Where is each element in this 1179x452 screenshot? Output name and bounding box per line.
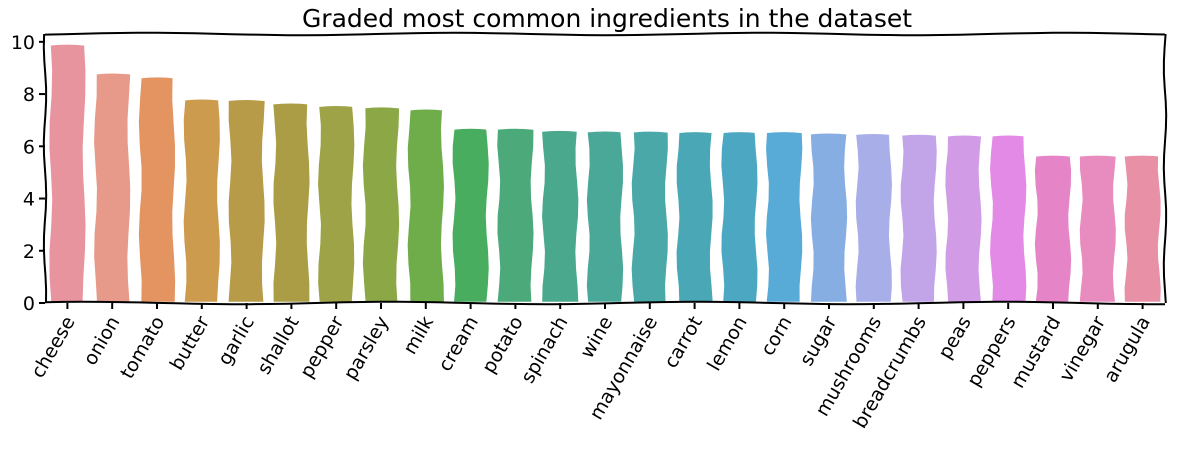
bar-mayonnaise [629,129,671,305]
bar-lemon [718,129,760,305]
bar-peas [942,133,985,305]
bar-potato [494,126,537,305]
bar-cream [450,126,492,305]
y-tick-label: 8 [23,84,35,106]
category-label: corn [757,313,797,360]
category-label: onion [79,313,124,370]
bar-tomato [136,74,178,305]
y-tick-label: 10 [11,32,35,54]
category-label: cream [434,313,483,376]
bar-peppers [987,133,1029,305]
bar-pepper [315,103,357,305]
category-label: milk [399,313,438,359]
bar-arugula [1121,153,1164,305]
category-label: potato [478,313,528,378]
category-label: sugar [796,312,842,369]
bars-layer [46,42,1164,305]
bar-wine [584,128,626,305]
category-label: carrot [660,313,707,373]
bar-shallot [270,100,313,305]
chart-title: Graded most common ingredients in the da… [302,4,912,33]
bar-sugar [808,130,850,305]
y-tick-label: 2 [23,241,35,263]
plot-frame [42,31,1168,306]
category-label: tomato [116,313,169,383]
bar-parsley [360,104,402,305]
bar-garlic [225,97,268,305]
bar-cheese [46,42,89,305]
y-axis: 0 2 4 6 8 10 [11,32,45,315]
category-label: wine [576,313,617,363]
category-label: butter [166,312,214,374]
bar-corn [763,129,805,305]
bar-vinegar [1077,153,1119,305]
bar-milk [405,106,447,305]
bar-carrot [674,129,716,305]
bar-mustard [1032,153,1074,305]
y-tick-label: 0 [23,293,35,315]
category-label: lemon [703,313,752,375]
category-label: cheese [27,313,80,382]
bar-spinach [539,128,581,305]
y-tick-label: 4 [23,189,35,211]
bar-mushrooms [853,131,895,305]
category-label: peas [934,313,976,363]
bar-breadcrumbs [898,132,940,305]
bar-onion [91,70,133,305]
bar-butter [181,97,223,305]
y-tick-label: 6 [23,136,35,158]
category-label: garlic [214,313,259,369]
